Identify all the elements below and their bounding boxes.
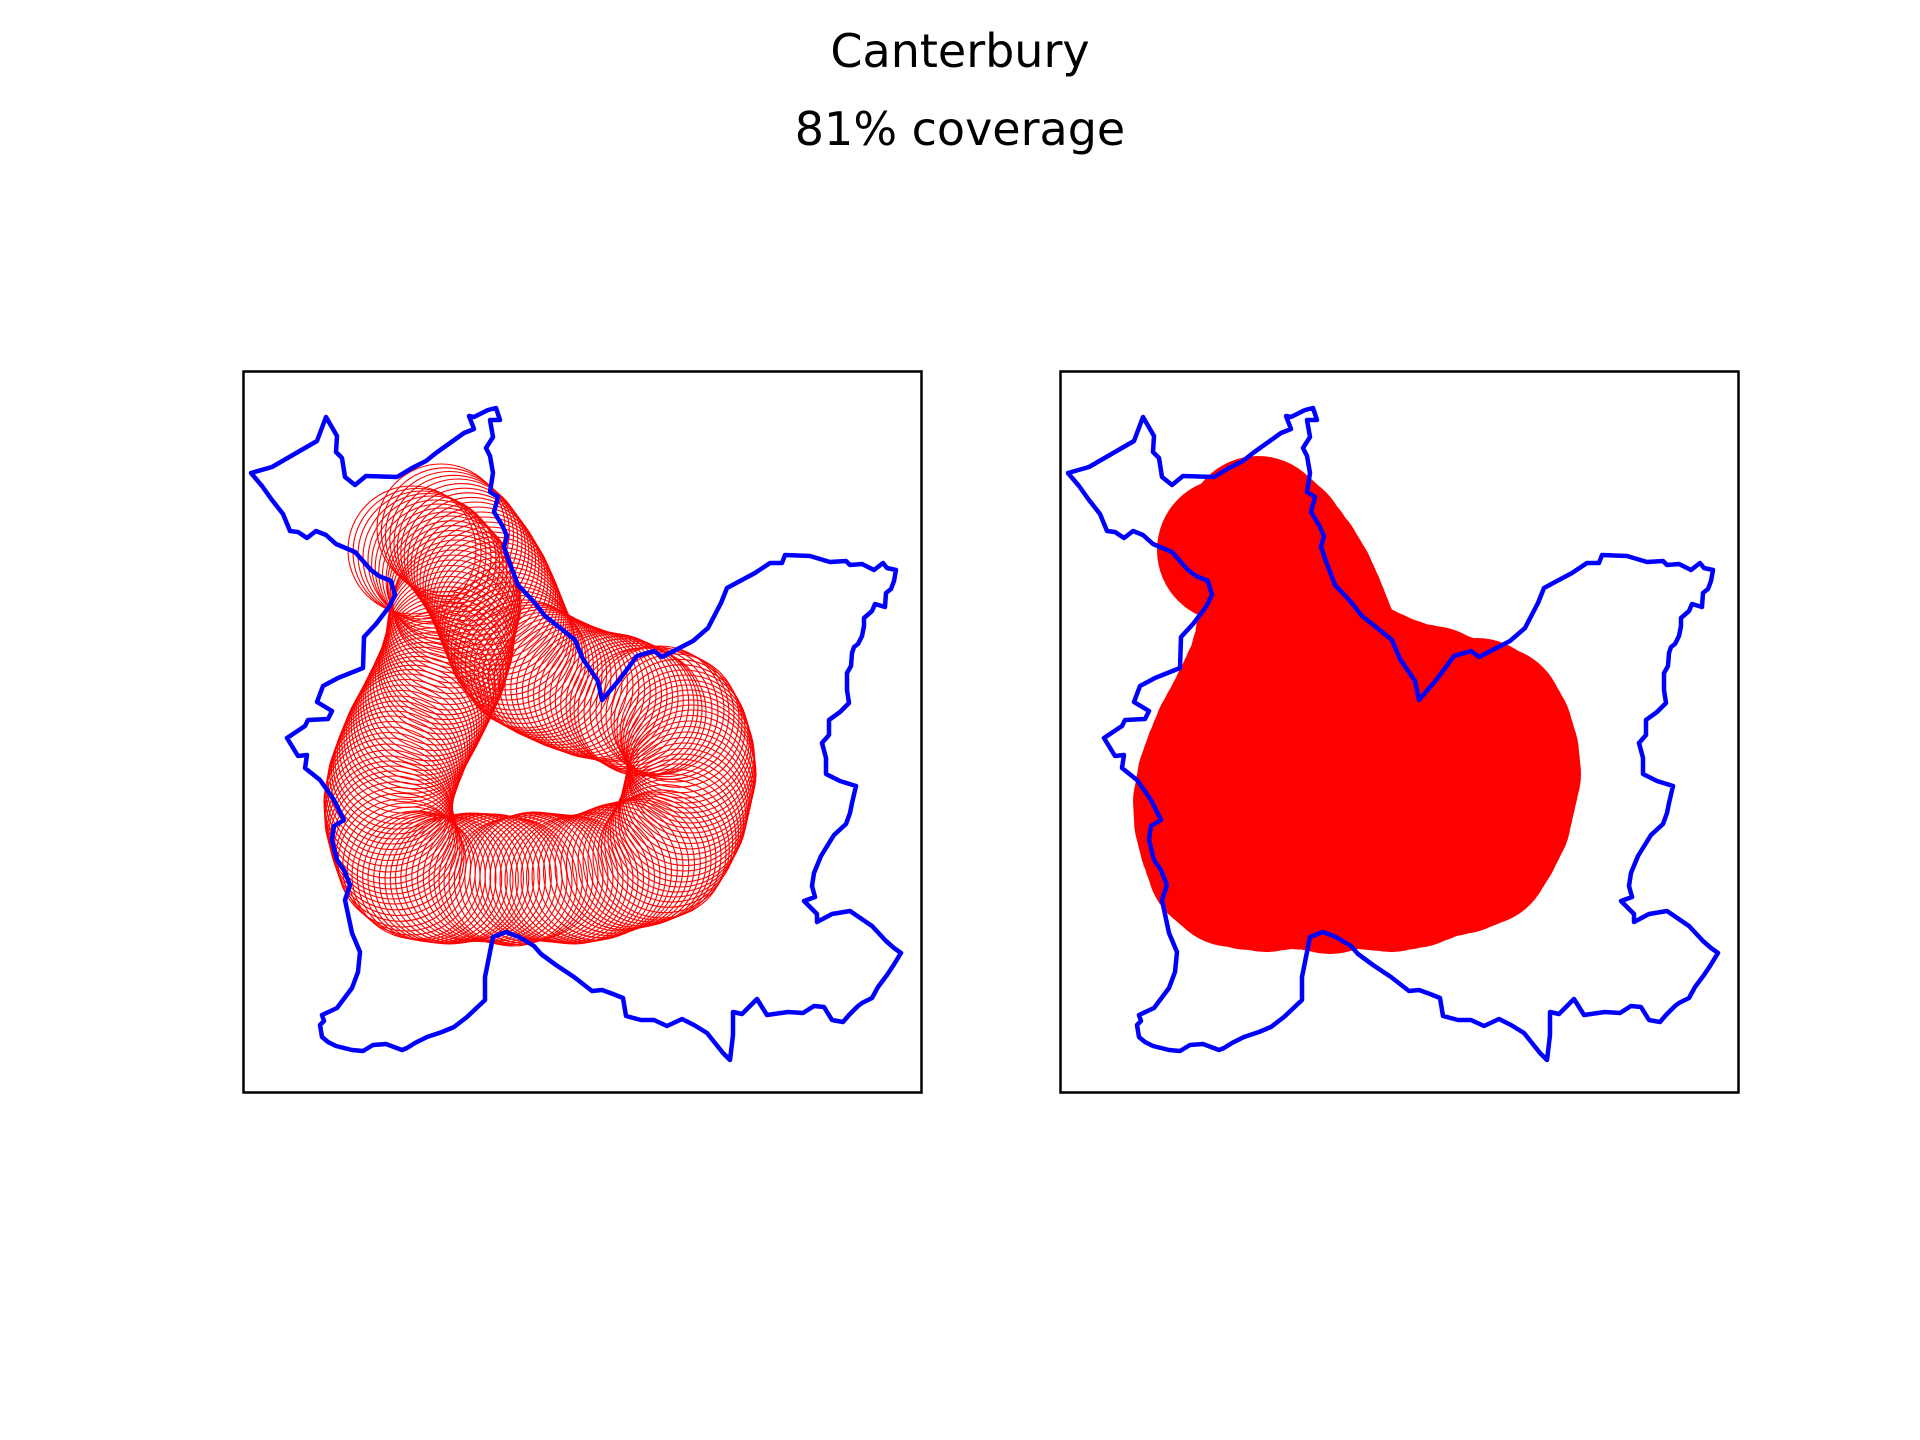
coverage-circle [487, 613, 618, 744]
coverage-circles [323, 463, 757, 947]
coverage-circle [407, 496, 537, 626]
coverage-circle [565, 799, 696, 930]
coverage-circle [389, 474, 519, 604]
coverage-circle [334, 695, 464, 825]
coverage-disc [1287, 658, 1431, 802]
coverage-circle [367, 813, 497, 943]
coverage-circle [389, 529, 519, 659]
coverage-circle [362, 492, 492, 623]
coverage-circle [380, 595, 510, 725]
coverage-circle [351, 810, 481, 940]
coverage-circle [350, 660, 480, 790]
coverage-circle [387, 559, 517, 689]
boundary-outline [248, 405, 904, 1063]
coverage-circle [542, 806, 673, 937]
coverage-fill [1133, 456, 1581, 954]
coverage-circle [371, 499, 501, 629]
coverage-circle [357, 646, 487, 776]
map-panel-circles [242, 370, 923, 1094]
coverage-circle [416, 511, 546, 641]
coverage-circle [439, 561, 569, 691]
map-panel-filled [1059, 370, 1740, 1094]
coverage-disc [1157, 478, 1301, 622]
coverage-circle [543, 632, 674, 762]
coverage-circle [595, 645, 725, 775]
coverage-circle [592, 791, 722, 921]
coverage-circle [336, 689, 466, 820]
coverage-circle [377, 605, 507, 735]
coverage-circle [367, 495, 497, 625]
coverage-circle [348, 664, 478, 794]
coverage-circle [419, 516, 549, 646]
coverage-circle [328, 770, 458, 900]
coverage-disc [1327, 768, 1471, 912]
coverage-circle [538, 631, 668, 761]
coverage-circle [612, 763, 742, 893]
coverage-circle [617, 753, 747, 883]
coverage-circle [609, 768, 740, 898]
coverage-circle [394, 813, 525, 944]
coverage-circle [378, 507, 508, 637]
coverage-circle [389, 549, 520, 679]
coverage-circle [380, 467, 510, 597]
coverage-circle [386, 520, 516, 650]
coverage-circle [464, 601, 594, 731]
boundary-outline [1065, 405, 1721, 1063]
coverage-circle [560, 638, 690, 768]
coverage-circle [619, 742, 750, 872]
coverage-circle [613, 658, 743, 788]
coverage-circle [549, 633, 679, 763]
coverage-circle [525, 812, 656, 942]
coverage-circle [330, 705, 461, 835]
coverage-circle [326, 765, 457, 895]
coverage-circle [326, 720, 456, 851]
coverage-circle [554, 802, 684, 932]
coverage-circle [374, 503, 504, 633]
figure-title: Canterbury [830, 24, 1090, 78]
coverage-circle [388, 525, 518, 655]
coverage-circle [388, 554, 518, 684]
coverage-circle [365, 632, 495, 762]
coverage-subtitle: 81% coverage [794, 102, 1126, 156]
